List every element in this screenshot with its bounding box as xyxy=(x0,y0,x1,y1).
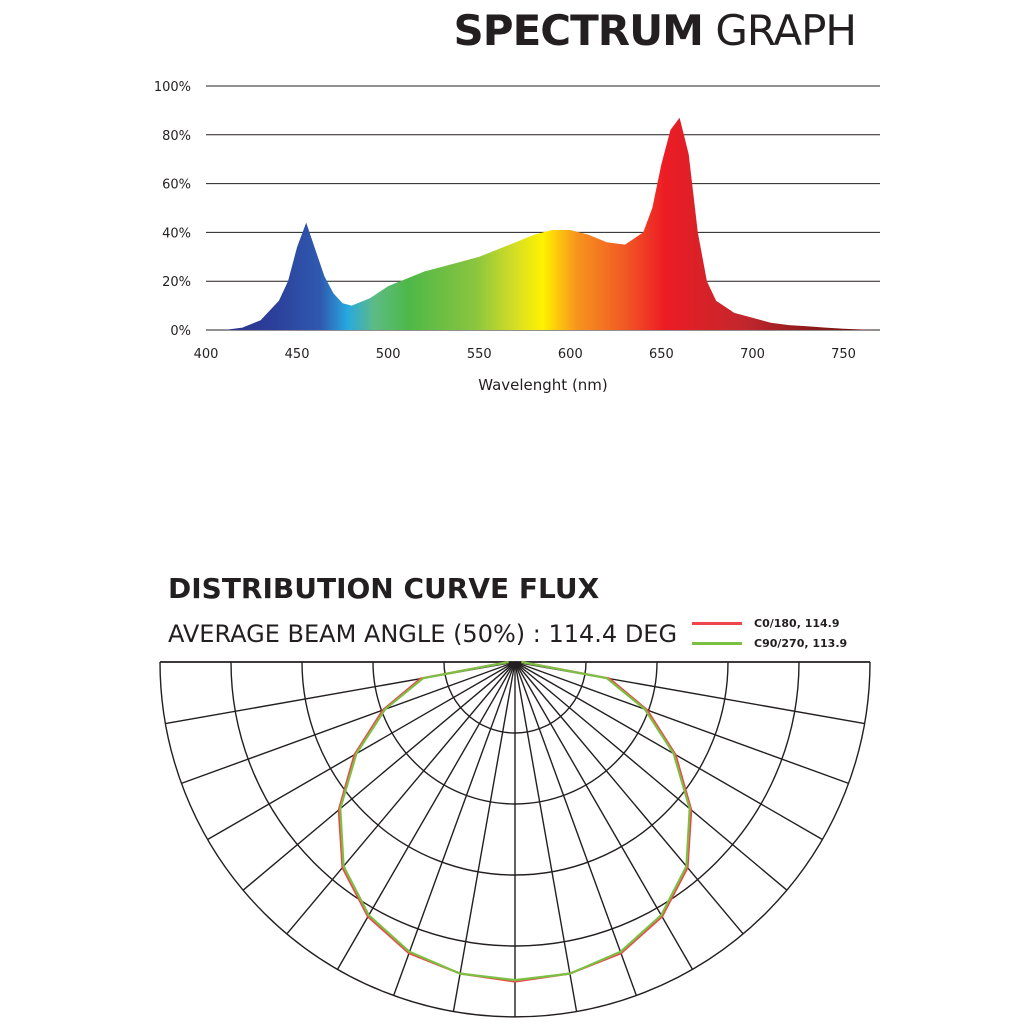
polar-ring xyxy=(159,661,871,1018)
polar-ring xyxy=(372,661,658,805)
legend-label-c0: C0/180, 114.9 xyxy=(754,616,840,630)
polar-spoke xyxy=(207,661,516,841)
x-tick-label: 550 xyxy=(467,347,492,362)
x-tick-label: 500 xyxy=(376,347,401,362)
y-tick-label: 100% xyxy=(154,80,191,95)
polar-ring xyxy=(443,661,587,734)
page-title: SPECTRUM GRAPH xyxy=(453,6,857,55)
polar-spoke xyxy=(165,661,516,725)
polar-spoke xyxy=(336,661,516,970)
x-tick-label: 700 xyxy=(740,347,765,362)
legend-item-c0: C0/180, 114.9 xyxy=(692,613,847,633)
polar-spoke xyxy=(514,661,788,891)
legend-swatch-c90 xyxy=(692,641,742,645)
x-tick-label: 600 xyxy=(558,347,583,362)
x-tick-label: 650 xyxy=(649,347,674,362)
polar-ring xyxy=(230,661,800,947)
polar-spoke xyxy=(514,661,638,996)
polar-spoke xyxy=(514,661,823,841)
y-tick-label: 0% xyxy=(170,324,191,339)
polar-spoke xyxy=(181,661,516,785)
polar-spoke xyxy=(514,661,578,1012)
polar-legend: C0/180, 114.9 C90/270, 113.9 xyxy=(692,613,847,653)
polar-spoke xyxy=(452,661,516,1012)
x-axis-label: Wavelenght (nm) xyxy=(478,376,608,394)
polar-spoke xyxy=(514,661,744,935)
spectrum-chart: 0% 20% 40% 60% 80% 100% 400 450 500 550 600 650 700 7… xyxy=(154,80,880,394)
y-tick-label: 40% xyxy=(162,226,191,241)
x-tick-label: 750 xyxy=(831,347,856,362)
y-tick-label: 80% xyxy=(162,129,191,144)
x-tick-label: 400 xyxy=(194,347,219,362)
x-tick-label: 450 xyxy=(285,347,310,362)
beam-angle-subtitle: AVERAGE BEAM ANGLE (50%) : 114.4 DEG xyxy=(168,620,678,648)
y-tick-label: 20% xyxy=(162,275,191,290)
polar-spoke xyxy=(514,661,849,785)
y-tick-label: 60% xyxy=(162,178,191,193)
polar-spoke xyxy=(242,661,516,891)
c90-270-curve xyxy=(339,660,691,982)
legend-swatch-c0 xyxy=(692,621,742,625)
title-bold: SPECTRUM xyxy=(453,6,704,55)
polar-spoke xyxy=(514,661,865,725)
polar-spoke xyxy=(286,661,516,935)
polar-spoke xyxy=(514,661,694,970)
title-light: GRAPH xyxy=(715,6,857,55)
c0-180-curve xyxy=(337,660,693,983)
polar-spoke xyxy=(392,661,516,996)
legend-item-c90: C90/270, 113.9 xyxy=(692,633,847,653)
spectrum-area xyxy=(206,117,880,330)
distribution-title: DISTRIBUTION CURVE FLUX xyxy=(168,572,600,605)
polar-ring xyxy=(301,661,729,876)
legend-label-c90: C90/270, 113.9 xyxy=(754,636,848,650)
